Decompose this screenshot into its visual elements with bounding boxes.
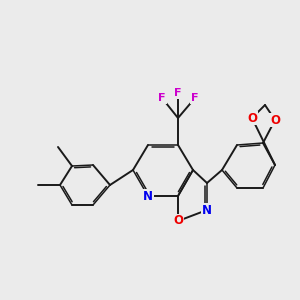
Text: N: N: [143, 190, 153, 202]
Text: F: F: [191, 93, 199, 103]
Text: F: F: [174, 88, 182, 98]
Text: F: F: [158, 93, 166, 103]
Text: O: O: [270, 113, 280, 127]
Text: O: O: [173, 214, 183, 227]
Text: N: N: [202, 203, 212, 217]
Text: O: O: [247, 112, 257, 124]
